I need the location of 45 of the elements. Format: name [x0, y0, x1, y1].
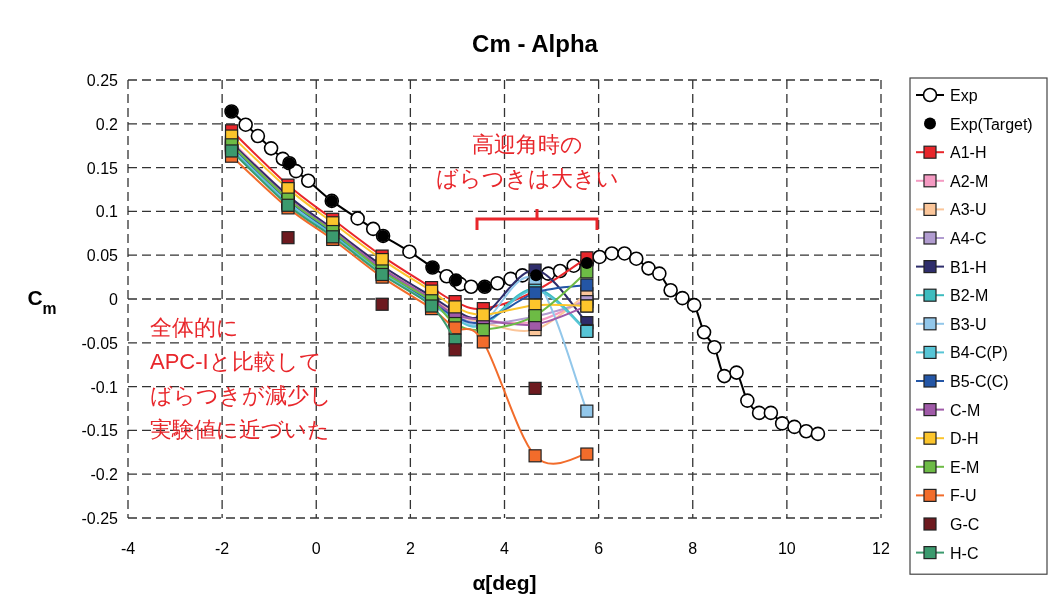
legend-label: A2-M [950, 172, 989, 190]
legend-label: B2-M [950, 287, 989, 305]
legend-label: Exp [950, 87, 978, 104]
annotation: 高迎角時の [471, 132, 583, 157]
y-tick-label: 0.25 [86, 72, 119, 89]
x-tick-label: 10 [777, 540, 796, 557]
annotation: ばらつきが減少し [150, 383, 332, 408]
legend-label: A3-U [950, 201, 987, 219]
x-tick-label: 2 [405, 540, 415, 557]
annotation: ばらつきは大きい [435, 166, 619, 191]
legend-label: F-U [950, 487, 977, 505]
y-tick-label: -0.1 [90, 378, 119, 396]
legend-label: C-M [950, 401, 981, 419]
y-tick-label: -0.05 [81, 334, 119, 352]
y-tick-label: 0.2 [95, 115, 119, 133]
legend-label: A1-H [950, 144, 987, 162]
y-axis-title: C$_{m}$ [27, 286, 57, 317]
y-tick-label: 0 [109, 291, 119, 308]
y-tick-label: 0.15 [86, 159, 119, 177]
x-tick-label: 12 [872, 540, 890, 557]
x-tick-label: 4 [500, 540, 510, 557]
legend-label: E-M [950, 458, 980, 476]
x-tick-label: -2 [215, 540, 230, 557]
y-tick-label: 0.05 [86, 247, 119, 265]
chart-title: Cm - Alpha [472, 30, 599, 57]
x-tick-label: 8 [688, 540, 698, 557]
x-tick-label: 0 [311, 540, 321, 557]
y-tick-label: -0.15 [81, 422, 119, 440]
legend-label: B4-C(P) [950, 344, 1008, 362]
legend-label: A4-C [950, 230, 987, 247]
x-axis-title: α[deg] [472, 571, 537, 594]
legend-label: D-H [950, 430, 979, 448]
legend-label: G-C [950, 516, 980, 533]
x-tick-label: -4 [120, 540, 136, 557]
y-tick-label: -0.25 [81, 510, 119, 527]
annotation: APC-Iと比較して [150, 349, 322, 374]
y-tick-label: -0.2 [90, 466, 119, 484]
legend-label: B3-U [950, 315, 987, 333]
legend-label: H-C [950, 544, 979, 562]
legend-label: B5-C(C) [950, 373, 1009, 390]
legend-label: B1-H [950, 258, 987, 276]
y-tick-label: 0.1 [95, 203, 119, 221]
annotation: 全体的に [150, 315, 239, 340]
x-tick-label: 6 [594, 540, 604, 557]
legend-label: Exp(Target) [950, 115, 1033, 133]
